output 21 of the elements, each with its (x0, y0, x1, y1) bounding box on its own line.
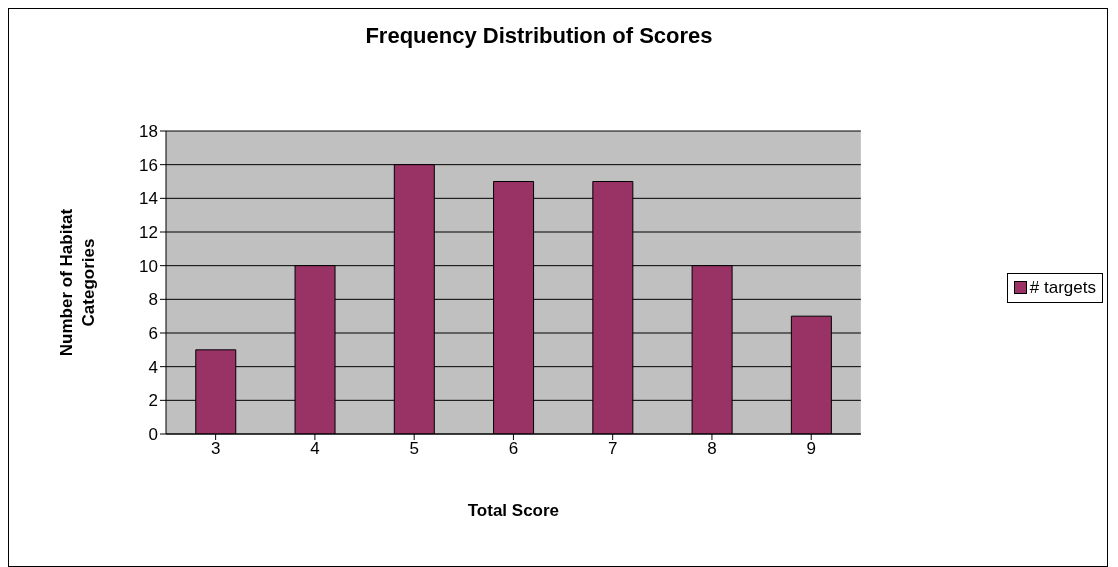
y-tick-label: 2 (148, 391, 158, 411)
x-tick-label: 8 (707, 439, 717, 459)
chart-title: Frequency Distribution of Scores (364, 23, 714, 49)
x-tick-label: 3 (210, 439, 221, 459)
y-tick-label: 14 (139, 189, 158, 209)
y-tick-label: 6 (148, 324, 158, 344)
legend-label: # targets (1029, 277, 1096, 298)
y-tick-label: 12 (139, 223, 158, 243)
y-tick-label: 18 (139, 122, 158, 142)
y-tick-label: 0 (148, 425, 158, 445)
x-axis-title: Total Score (467, 501, 560, 520)
y-tick-label: 16 (139, 155, 158, 175)
x-tick-label: 9 (806, 439, 816, 459)
y-tick-label: 4 (148, 357, 158, 377)
y-axis-title: Number of Habitat Categories (57, 208, 98, 357)
y-tick-label: 8 (148, 290, 158, 310)
x-tick-label: 5 (409, 439, 419, 459)
x-tick-label: 6 (508, 439, 519, 459)
x-tick-label: 7 (607, 439, 618, 459)
y-tick-label: 10 (139, 256, 158, 276)
x-tick-label: 4 (310, 439, 320, 459)
